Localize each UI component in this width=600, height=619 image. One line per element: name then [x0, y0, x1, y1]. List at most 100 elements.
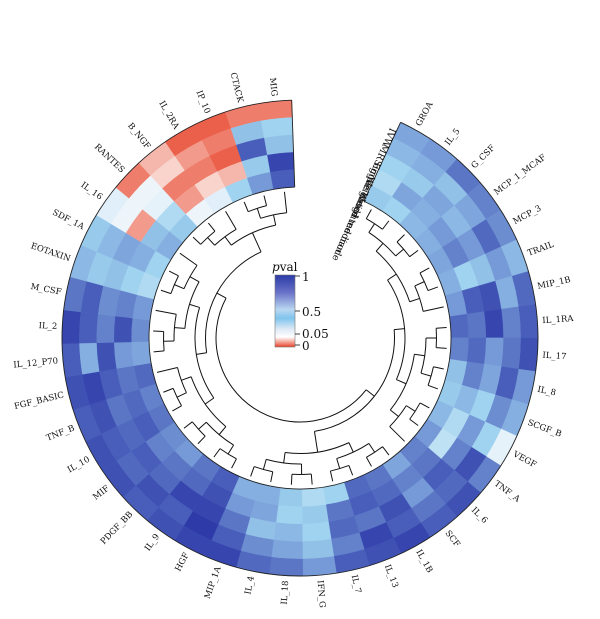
label-il_12_p70: IL_12_P70: [13, 356, 59, 370]
legend-title: pval: [272, 260, 298, 274]
cell-IFN_G-weighted-mode: [301, 486, 327, 507]
cell-IFN_G-ivw: [302, 555, 337, 577]
dendrogram-arc: [260, 212, 287, 219]
dendrogram-arc: [200, 230, 216, 245]
label-tnf_a: TNF_A: [492, 479, 522, 505]
dendrogram-arc: [368, 232, 396, 257]
dendrogram-branch: [375, 242, 384, 252]
label-rantes: RANTES: [92, 142, 126, 175]
label-il_17: IL_17: [542, 351, 567, 363]
label-mip_1a: MIP_1A: [203, 565, 224, 601]
label-g_csf: G_CSF: [470, 143, 498, 171]
dendrogram-branch: [231, 458, 237, 469]
heatmap-start-border: [363, 122, 401, 202]
label-il_18: IL_18: [280, 580, 291, 605]
dendrogram-branch: [189, 276, 200, 283]
dendrogram-arc: [389, 354, 415, 411]
dendrogram-branch: [436, 327, 447, 329]
dendrogram-branch: [225, 210, 237, 230]
dendrogram-branch: [419, 267, 430, 274]
label-il_7: IL_7: [349, 574, 363, 594]
cell-IL_1RA-weighted-median: [466, 311, 487, 339]
dendrogram-branch: [433, 366, 444, 370]
cell-IFN_G-mr-egger: [302, 538, 334, 559]
cell-IL_18-ivw: [268, 556, 304, 577]
cell-IL_12_P70-weighted-mode: [131, 341, 152, 366]
dendrogram-branch: [213, 448, 221, 458]
dendrogram-arc: [366, 218, 383, 230]
label-il_1ra: IL_1RA: [542, 314, 575, 326]
dendrogram-branch: [198, 421, 207, 430]
cell-MIG-simple-mode: [264, 134, 294, 156]
dendrogram-branch: [168, 270, 179, 277]
dendrogram-branch: [368, 443, 376, 453]
dendrogram-branch: [272, 214, 277, 226]
dendrogram-branch: [192, 236, 202, 245]
heatmap-cells: [61, 99, 539, 577]
dendrogram-branch: [216, 292, 227, 299]
dendrogram-arc: [184, 281, 200, 329]
cell-IL_17-simple-mode: [483, 337, 504, 367]
label-fgf_basic: FGF_BASIC: [13, 390, 65, 412]
dendrogram-arc: [419, 272, 429, 291]
dendrogram-arc: [253, 466, 273, 473]
dendrogram-branch: [263, 195, 268, 206]
cell-IL_1RA-simple-mode: [483, 308, 504, 339]
dendrogram-arc: [173, 314, 177, 341]
label-groa: GROA: [414, 100, 436, 129]
dendrogram-branch: [153, 350, 165, 353]
label-ifn_g: IFN_G: [315, 580, 327, 609]
cell-IL_18-weighted-mode: [277, 487, 303, 507]
dendrogram-branch: [181, 376, 192, 381]
label-il_10: IL_10: [66, 455, 92, 476]
dendrogram-arc: [183, 265, 198, 289]
heatmap-inner-border: [148, 186, 452, 490]
dendrogram-arc: [214, 228, 237, 246]
dendrogram-branch: [409, 418, 419, 426]
dendrogram-branch: [414, 281, 425, 287]
label-tnf_b: TNF_B: [45, 423, 76, 443]
dendrogram-arc: [266, 458, 302, 465]
cell-IL_2-weighted-mode: [131, 317, 151, 343]
dendrogram-branch: [348, 442, 354, 453]
dendrogram-branch: [365, 457, 372, 467]
dendrogram-branch: [204, 397, 215, 405]
dendrogram-arc: [420, 337, 427, 374]
dendrogram-branch: [365, 389, 375, 397]
label-mcp_1_mcaf: MCP_1_MCAF: [492, 153, 548, 198]
dendrogram-arc: [387, 279, 406, 380]
dendrogram-arc: [170, 275, 179, 294]
cell-IL_17-mr-egger: [500, 337, 521, 370]
cell-IL_12_P70-mr-egger: [79, 342, 100, 375]
cell-IL_17-weighted-mode: [449, 337, 469, 362]
label-il_13: IL_13: [382, 563, 400, 589]
cell-IFN_G-simple-mode: [302, 521, 332, 542]
label-il_8: IL_8: [536, 385, 556, 399]
label-scgf_b: SCGF_B: [526, 418, 563, 440]
cell-IL_17-weighted-median: [466, 337, 487, 365]
cell-IL_2-ivw: [61, 309, 82, 344]
cell-IL_17-ivw: [518, 337, 539, 372]
cell-MIG-weighted-mode: [270, 169, 295, 190]
label-mif: MIF: [91, 484, 111, 503]
heatmap-outer-border: [61, 99, 539, 577]
dendrogram-arc: [205, 421, 234, 446]
dendrogram-branch: [390, 409, 399, 417]
cell-IL_12_P70-ivw: [61, 342, 83, 378]
dendrogram-branch: [208, 222, 216, 232]
dendrogram-branch: [207, 237, 216, 246]
heatmap-end-border: [291, 100, 296, 188]
dendrogram-branch: [218, 426, 227, 435]
dendrogram-arc: [366, 446, 383, 458]
dendrogram-branch: [155, 309, 177, 315]
dendrogram-branch: [389, 426, 405, 442]
dendrogram-branch: [382, 220, 390, 230]
dendrogram-branch: [368, 223, 376, 233]
dendrogram-branch: [329, 470, 334, 482]
dendrogram-branch: [427, 384, 439, 390]
legend-tick-0: 0: [302, 339, 310, 353]
dendrogram-branch: [395, 248, 404, 257]
dendrogram-arc: [396, 241, 411, 257]
